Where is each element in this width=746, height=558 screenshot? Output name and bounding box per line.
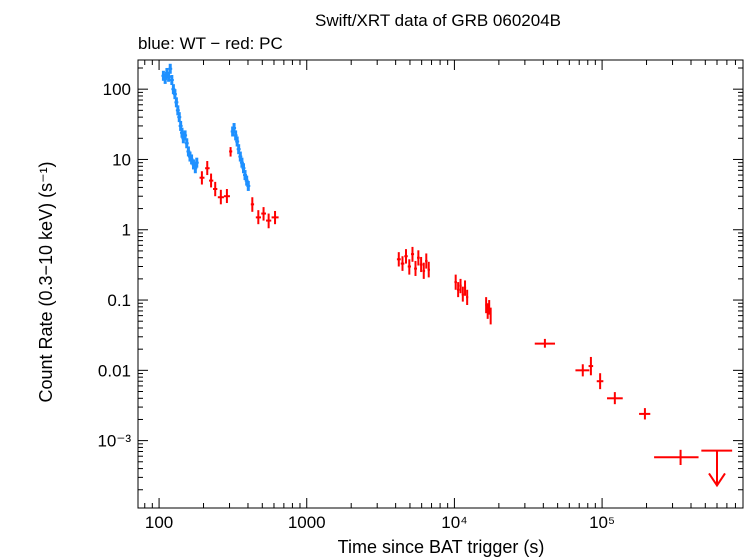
x-tick-label: 100 bbox=[145, 513, 173, 532]
series-pc-upper-limit bbox=[701, 449, 733, 488]
data-points bbox=[161, 63, 733, 488]
x-axis-label: Time since BAT trigger (s) bbox=[338, 537, 545, 557]
chart-subtitle: blue: WT − red: PC bbox=[138, 34, 283, 53]
x-tick-label: 10⁵ bbox=[589, 513, 615, 532]
y-tick-label: 10⁻³ bbox=[97, 432, 131, 451]
axis-ticks: 100 1000 10⁴ 10⁵ 100 10 1 0.1 0.01 10⁻³ bbox=[97, 60, 744, 532]
series-pc bbox=[199, 147, 699, 465]
y-tick-label: 0.01 bbox=[98, 361, 131, 380]
y-tick-label: 1 bbox=[122, 221, 131, 240]
chart-title: Swift/XRT data of GRB 060204B bbox=[315, 11, 561, 30]
y-axis-label: Count Rate (0.3−10 keV) (s⁻¹) bbox=[36, 161, 56, 402]
x-tick-label: 10⁴ bbox=[441, 513, 467, 532]
y-tick-label: 10 bbox=[112, 150, 131, 169]
y-tick-label: 100 bbox=[103, 80, 131, 99]
series-wt bbox=[161, 63, 251, 191]
x-tick-label: 1000 bbox=[288, 513, 326, 532]
upper-limit-arrow-head bbox=[708, 472, 726, 488]
plot-frame bbox=[137, 59, 744, 509]
y-tick-label: 0.1 bbox=[107, 291, 131, 310]
